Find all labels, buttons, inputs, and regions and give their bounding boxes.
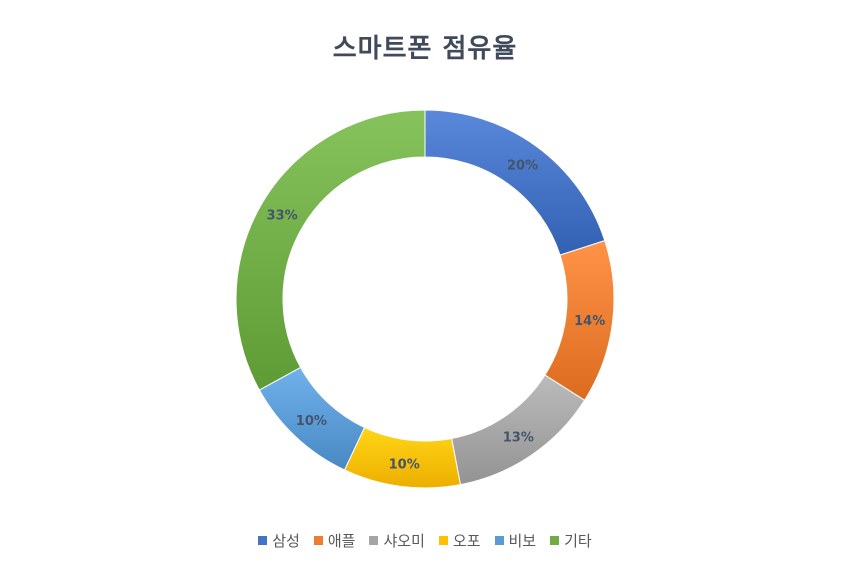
legend-swatch: [438, 536, 448, 545]
legend-item-6: 기타: [550, 530, 592, 551]
legend-label: 오포: [452, 532, 481, 550]
data-label-2: 14%: [574, 314, 605, 329]
legend-item-3: 샤오미: [369, 530, 425, 551]
legend-item-1: 삼성: [258, 530, 300, 551]
legend-swatch: [494, 536, 504, 545]
slice-1: [424, 109, 606, 256]
data-label-4: 10%: [389, 458, 420, 473]
legend-item-5: 비보: [494, 530, 537, 551]
data-label-5: 10%: [296, 414, 327, 429]
legend-label: 비보: [508, 532, 537, 550]
slices: [235, 109, 615, 489]
legend-label: 기타: [564, 532, 592, 550]
legend-swatch: [313, 536, 323, 545]
legend-label: 샤오미: [383, 532, 425, 550]
legend-swatch: [550, 536, 560, 545]
data-label-6: 33%: [267, 208, 298, 223]
legend-label: 삼성: [272, 532, 300, 550]
legend-item-2: 애플: [313, 530, 356, 551]
legend-label: 애플: [327, 532, 356, 550]
data-label-3: 13%: [503, 430, 534, 445]
legend-swatch: [258, 536, 268, 545]
legend-swatch: [369, 536, 379, 545]
slice-6: [235, 109, 426, 391]
data-labels: 20% 14% 13% 10% 10% 33%: [267, 159, 606, 473]
legend: 삼성 애플 샤오미 오포 비보 기타: [0, 530, 850, 551]
chart-title: 스마트폰 점유율: [332, 34, 518, 64]
legend-item-4: 오포: [438, 530, 481, 551]
data-label-1: 20%: [507, 159, 538, 174]
